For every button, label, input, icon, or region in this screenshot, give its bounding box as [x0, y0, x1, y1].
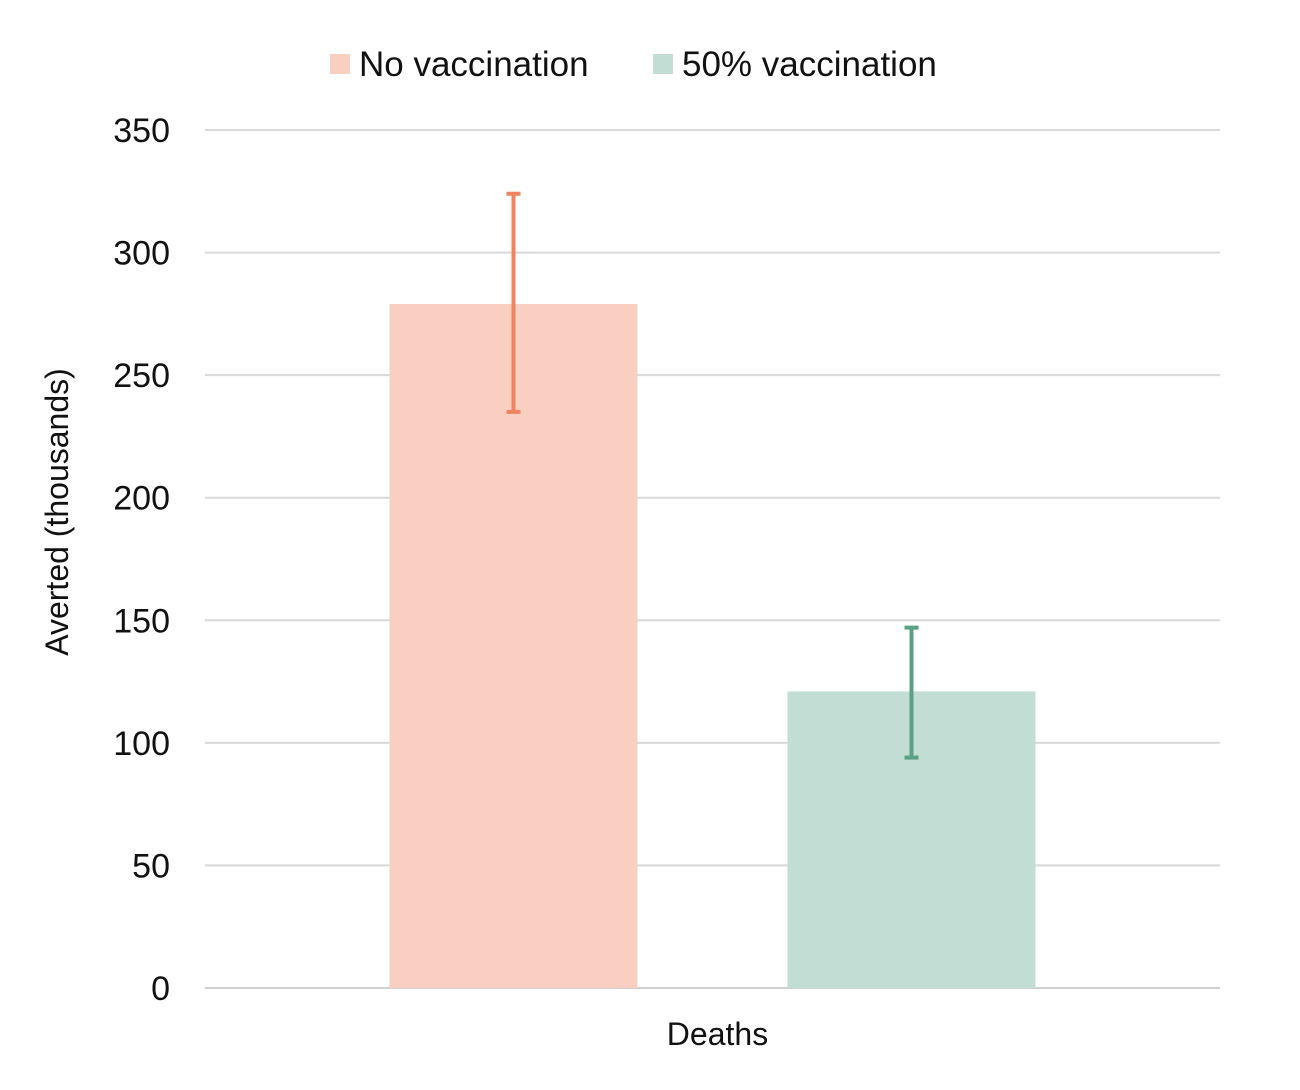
legend-swatch: [653, 54, 673, 74]
y-tick-label: 50: [132, 847, 170, 885]
y-tick-label: 150: [113, 602, 170, 640]
y-tick-label: 100: [113, 725, 170, 763]
y-tick-label: 0: [151, 970, 170, 1008]
legend-label: No vaccination: [359, 45, 589, 84]
y-tick-label: 350: [113, 112, 170, 150]
x-axis-labels: Deaths: [667, 1016, 768, 1052]
legend-label: 50% vaccination: [682, 45, 937, 84]
legend-swatch: [330, 54, 350, 74]
y-tick-label: 250: [113, 357, 170, 395]
y-tick-label: 200: [113, 480, 170, 518]
y-axis-title: Averted (thousands): [39, 368, 75, 656]
bar: [389, 304, 638, 989]
y-tick-label: 300: [113, 235, 170, 273]
y-axis-ticks: 0 50 100 150 200 250 300 350: [113, 112, 170, 1008]
bars: [389, 304, 1036, 989]
x-tick-label: Deaths: [667, 1016, 768, 1052]
error-bars: [506, 191, 919, 760]
legend: No vaccination 50% vaccination: [330, 45, 937, 84]
gridlines: [205, 129, 1220, 989]
